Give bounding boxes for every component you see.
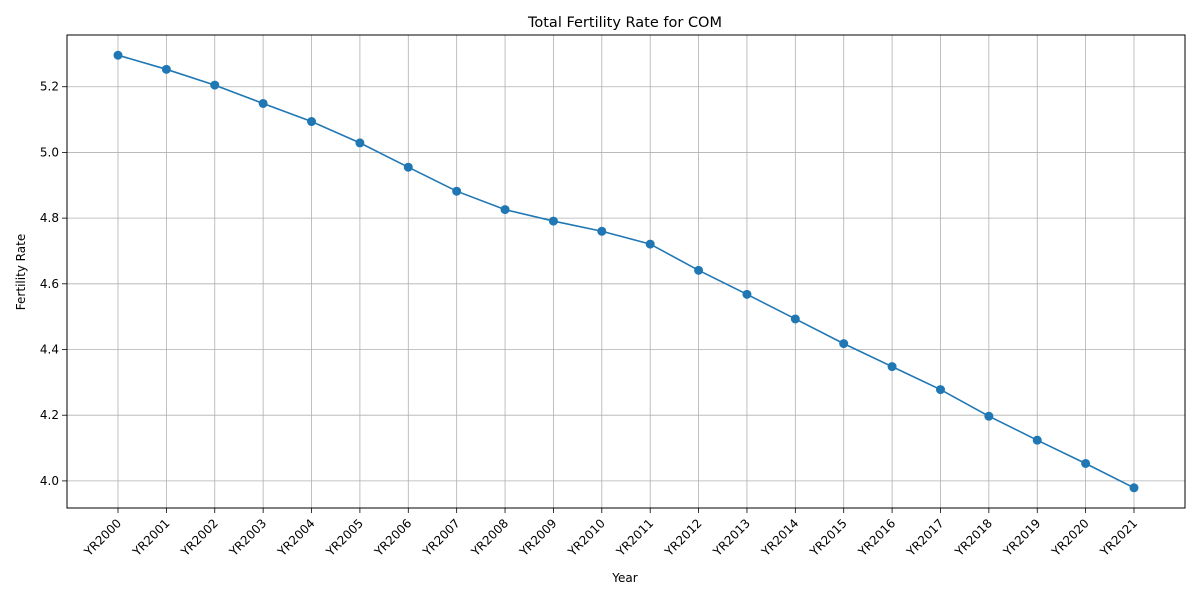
x-tick-label: YR2008 (468, 516, 511, 559)
data-point (742, 289, 752, 299)
x-tick-label: YR2004 (274, 516, 317, 559)
x-tick-label: YR2009 (516, 516, 559, 559)
x-tick-label: YR2003 (226, 516, 269, 559)
y-tick-label: 4.6 (40, 277, 59, 291)
data-point (645, 239, 655, 249)
data-point (694, 265, 704, 275)
x-tick-label: YR2002 (178, 516, 221, 559)
x-tick-label: YR2006 (371, 516, 414, 559)
x-tick-label: YR2000 (81, 516, 124, 559)
data-point (452, 186, 462, 196)
data-point (500, 205, 510, 215)
data-point (1081, 458, 1091, 468)
y-tick-label: 5.0 (40, 145, 59, 159)
x-tick-label: YR2010 (565, 516, 608, 559)
x-tick-label: YR2016 (855, 516, 898, 559)
y-tick-label: 5.2 (40, 80, 59, 94)
data-point (210, 80, 220, 90)
data-point (597, 226, 607, 236)
plot-frame (66, 34, 1186, 509)
x-tick-label: YR2020 (1048, 516, 1091, 559)
data-point (935, 385, 945, 395)
x-tick-label: YR2013 (710, 516, 753, 559)
data-point (1032, 435, 1042, 445)
x-tick-label: YR2012 (661, 516, 704, 559)
x-tick-label: YR2019 (1000, 516, 1043, 559)
x-tick-label: YR2001 (129, 516, 172, 559)
y-tick-label: 4.0 (40, 474, 59, 488)
series-layer (113, 50, 1139, 493)
data-point (403, 162, 413, 172)
x-tick-label: YR2018 (952, 516, 995, 559)
data-point (984, 411, 994, 421)
data-point (307, 117, 317, 127)
y-axis-ticks: 4.0 4.2 4.4 4.6 4.8 5.0 5.2 (40, 80, 67, 488)
data-point (887, 362, 897, 372)
x-tick-label: YR2014 (758, 516, 801, 559)
data-point (161, 64, 171, 74)
x-tick-label: YR2007 (419, 516, 462, 559)
grid-layer (67, 35, 1185, 508)
x-tick-label: YR2015 (807, 516, 850, 559)
x-axis-label: Year (611, 571, 637, 585)
y-tick-label: 4.2 (40, 408, 59, 422)
y-tick-label: 4.4 (40, 343, 59, 357)
x-tick-label: YR2017 (903, 516, 946, 559)
data-point (548, 216, 558, 226)
x-tick-label: YR2005 (323, 516, 366, 559)
data-point (839, 339, 849, 349)
series-line (117, 54, 1135, 489)
x-tick-label: YR2021 (1097, 516, 1140, 559)
y-tick-label: 4.8 (40, 211, 59, 225)
data-point (113, 50, 123, 60)
data-point (790, 314, 800, 324)
data-point (1129, 483, 1139, 493)
x-tick-label: YR2011 (613, 516, 656, 559)
y-axis-label: Fertility Rate (14, 234, 28, 310)
x-axis-ticks: YR2000 YR2001 YR2002 YR2003 YR2004 YR2005 YR20… (81, 508, 1140, 560)
chart-title: Total Fertility Rate for COM (527, 15, 722, 31)
data-point (258, 98, 268, 108)
data-point (355, 138, 365, 148)
